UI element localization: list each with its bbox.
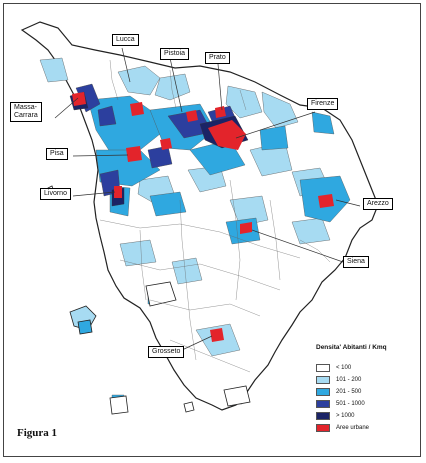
map-legend: Densita' Abitanti / Kmq < 100 101 - 200 … bbox=[316, 344, 416, 435]
city-label-prato: Prato bbox=[205, 52, 230, 64]
city-label-siena: Siena bbox=[343, 256, 369, 268]
islands bbox=[47, 185, 251, 415]
legend-label: 201 - 500 bbox=[336, 389, 362, 395]
leader-lines bbox=[54, 47, 361, 351]
legend-swatch bbox=[316, 412, 330, 420]
legend-item: 101 - 200 bbox=[316, 375, 416, 385]
legend-label: > 1000 bbox=[336, 413, 355, 419]
legend-label: 101 - 200 bbox=[336, 377, 362, 383]
legend-swatch bbox=[316, 400, 330, 408]
figure-frame bbox=[3, 3, 421, 457]
legend-label: Aree urbane bbox=[336, 425, 370, 431]
legend-swatch bbox=[316, 376, 330, 384]
city-label-pistoia: Pistoia bbox=[160, 48, 190, 60]
legend-swatch bbox=[316, 388, 330, 396]
legend-item: > 1000 bbox=[316, 411, 416, 421]
city-label-massa-carrara: Massa- Carrara bbox=[10, 102, 42, 122]
legend-swatch bbox=[316, 424, 330, 432]
city-label-lucca: Lucca bbox=[112, 34, 139, 46]
legend-title: Densita' Abitanti / Kmq bbox=[316, 344, 387, 351]
legend-label: 501 - 1000 bbox=[336, 401, 365, 407]
legend-swatch bbox=[316, 364, 330, 372]
city-label-firenze: Firenze bbox=[307, 98, 339, 110]
city-label-grosseto: Grosseto bbox=[148, 346, 185, 358]
urban-areas bbox=[72, 92, 334, 342]
figure-label: Figura 1 bbox=[17, 427, 58, 439]
city-label-livorno: Livorno bbox=[40, 188, 71, 200]
municipal-boundaries bbox=[99, 59, 331, 373]
city-label-arezzo: Arezzo bbox=[363, 198, 393, 210]
legend-item: 201 - 500 bbox=[316, 387, 416, 397]
legend-item: < 100 bbox=[316, 363, 416, 373]
legend-item: 501 - 1000 bbox=[316, 399, 416, 409]
legend-label: < 100 bbox=[336, 365, 352, 371]
legend-item: Aree urbane bbox=[316, 423, 416, 433]
city-label-pisa: Pisa bbox=[46, 148, 68, 160]
